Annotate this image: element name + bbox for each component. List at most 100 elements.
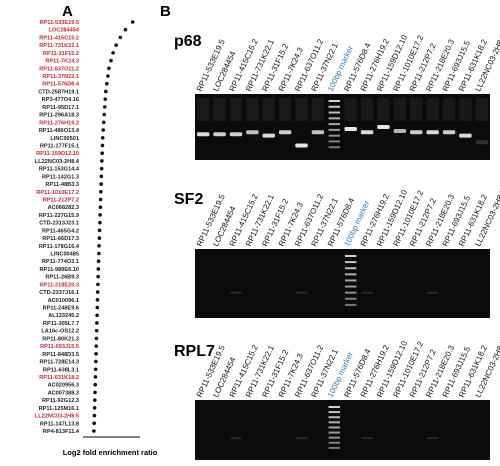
gel-band bbox=[426, 291, 439, 294]
dot bbox=[95, 313, 99, 318]
gel-smear bbox=[377, 98, 390, 122]
ladder-band bbox=[328, 123, 341, 126]
category-label: AL133245.2 bbox=[48, 313, 79, 319]
panel-label: A bbox=[62, 3, 73, 20]
category-label: RP11-631K18.2 bbox=[39, 375, 79, 381]
dot bbox=[109, 58, 113, 63]
gel-smear bbox=[360, 98, 374, 122]
gel-band bbox=[344, 127, 357, 131]
dot bbox=[94, 328, 99, 333]
category-label: RP11-147L13.8 bbox=[40, 421, 79, 427]
dot bbox=[98, 220, 102, 225]
gel-title: RPL7 bbox=[174, 343, 215, 360]
dot bbox=[95, 321, 99, 325]
gel-band bbox=[361, 437, 373, 440]
gel-image bbox=[195, 400, 490, 460]
ladder-band bbox=[328, 426, 341, 429]
category-label: RP3-477O4.16 bbox=[42, 97, 79, 103]
gel-smear bbox=[262, 98, 275, 122]
gel-title: p68 bbox=[174, 33, 202, 50]
ladder-band bbox=[344, 285, 357, 288]
category-label: RP11-177F15.1 bbox=[40, 143, 79, 149]
gel-band bbox=[442, 130, 456, 135]
category-label: RP11-848D3.5 bbox=[42, 352, 79, 358]
dot bbox=[103, 97, 108, 101]
category-label: RP11-465G4.2 bbox=[42, 228, 79, 234]
dot bbox=[100, 143, 105, 148]
category-label: AC020956.3 bbox=[48, 383, 79, 389]
dot bbox=[97, 236, 102, 240]
ladder-band bbox=[328, 105, 341, 108]
ladder-band bbox=[328, 441, 341, 444]
category-label: RP11-296A18.3 bbox=[39, 113, 79, 119]
ladder-band bbox=[328, 436, 341, 439]
gel-band bbox=[262, 133, 275, 138]
ladder-band bbox=[344, 303, 357, 306]
category-label: RP11-26B9.3 bbox=[45, 275, 79, 281]
dot bbox=[114, 43, 118, 47]
category-label: LL22NC03-2H8.5 bbox=[35, 414, 79, 420]
category-label: RP11-774O3.1 bbox=[42, 259, 79, 265]
ladder-band bbox=[328, 431, 341, 434]
gel-band bbox=[361, 291, 373, 294]
dot bbox=[94, 336, 99, 341]
category-label: AC068282.3 bbox=[48, 205, 79, 211]
dot bbox=[98, 197, 103, 202]
category-label: RP11-227G15.9 bbox=[39, 213, 79, 219]
category-label: RP11-638L3.1 bbox=[43, 367, 79, 373]
dot bbox=[95, 290, 100, 294]
category-label: RP11-415C15.2 bbox=[39, 35, 79, 41]
gel-smear bbox=[295, 98, 308, 122]
dot bbox=[118, 35, 123, 40]
gel-image bbox=[195, 94, 490, 160]
category-label: CTD-2337J16.1 bbox=[39, 290, 79, 296]
category-label: RP4-813F11.4 bbox=[43, 429, 80, 435]
category-label: RP11-486O13.4 bbox=[39, 128, 80, 134]
ladder-band bbox=[328, 140, 341, 143]
category-label: RP11-218E20.3 bbox=[40, 282, 80, 288]
dot bbox=[106, 74, 110, 78]
gel-band bbox=[295, 437, 308, 440]
category-label: CTD-2313J23.1 bbox=[39, 221, 79, 227]
gel-smear bbox=[442, 98, 456, 122]
dot bbox=[97, 228, 102, 233]
category-label: RP11-125M16.1 bbox=[39, 406, 79, 412]
gel-band bbox=[230, 437, 242, 440]
category-label: RP11-92G12.3 bbox=[42, 398, 79, 404]
dot bbox=[102, 112, 107, 117]
gel-band bbox=[311, 130, 325, 135]
gel-band bbox=[426, 437, 439, 440]
ladder-band bbox=[344, 297, 357, 300]
category-label: RP11-693J15.5 bbox=[40, 344, 79, 350]
x-axis-label: Log2 fold enrichment ratio bbox=[63, 448, 158, 457]
dot bbox=[99, 174, 104, 179]
dot bbox=[93, 398, 97, 402]
dot bbox=[123, 27, 128, 32]
category-label: RP11-95D17.1 bbox=[42, 105, 79, 111]
dot bbox=[99, 189, 103, 194]
gel-band bbox=[229, 132, 243, 137]
dot bbox=[92, 406, 97, 410]
dot bbox=[92, 421, 96, 426]
dot bbox=[95, 305, 100, 310]
dot bbox=[101, 128, 106, 132]
ladder-band bbox=[328, 416, 341, 419]
category-label: RP11-731K22.1 bbox=[39, 43, 79, 49]
category-label: RP11-37N22.1 bbox=[42, 74, 79, 80]
category-label: LINC00501 bbox=[50, 136, 79, 142]
gel-smear bbox=[344, 98, 357, 122]
category-label: RP11-576D8.4 bbox=[42, 82, 80, 88]
dot bbox=[99, 166, 104, 171]
ladder-band bbox=[344, 291, 357, 294]
category-label: LINC00485 bbox=[50, 252, 79, 258]
ladder-band bbox=[328, 134, 341, 137]
category-label: RP11-276H19.2 bbox=[39, 120, 79, 126]
gel-smear bbox=[410, 98, 423, 122]
dot bbox=[97, 251, 101, 256]
dot bbox=[93, 382, 98, 387]
gel-image bbox=[195, 249, 490, 318]
category-label: RP11-48B3.3 bbox=[45, 182, 79, 188]
dot bbox=[93, 375, 98, 379]
gel-band bbox=[426, 130, 439, 135]
